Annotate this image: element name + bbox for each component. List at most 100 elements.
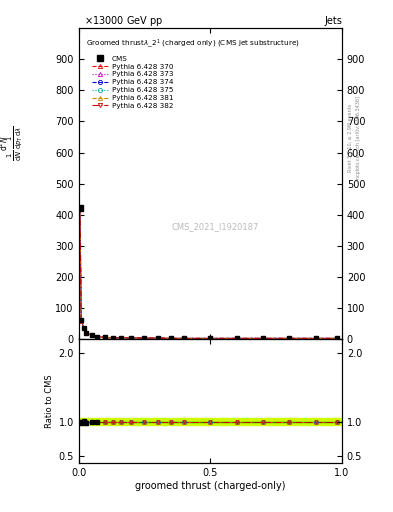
- Pythia 6.428 374: [313, 335, 318, 342]
- Pythia 6.428 381: [313, 335, 318, 342]
- Pythia 6.428 382: [84, 330, 89, 336]
- Pythia 6.428 370: [208, 335, 213, 342]
- Pythia 6.428 382: [155, 335, 160, 341]
- Pythia 6.428 381: [103, 334, 107, 340]
- Line: Pythia 6.428 381: Pythia 6.428 381: [78, 206, 339, 340]
- Pythia 6.428 373: [90, 332, 94, 338]
- Text: mcplots.cern.ch [arXiv:1306.3436]: mcplots.cern.ch [arXiv:1306.3436]: [356, 96, 361, 181]
- Pythia 6.428 381: [334, 335, 339, 342]
- Pythia 6.428 370: [182, 335, 186, 342]
- Line: Pythia 6.428 370: Pythia 6.428 370: [78, 207, 339, 340]
- Pythia 6.428 370: [313, 335, 318, 342]
- Pythia 6.428 375: [79, 317, 84, 324]
- Pythia 6.428 374: [77, 206, 82, 212]
- Pythia 6.428 375: [234, 335, 239, 342]
- Pythia 6.428 382: [77, 204, 82, 210]
- Pythia 6.428 374: [110, 335, 115, 341]
- Pythia 6.428 373: [110, 335, 115, 341]
- Pythia 6.428 374: [79, 317, 84, 324]
- Pythia 6.428 373: [261, 335, 265, 342]
- Pythia 6.428 382: [129, 335, 134, 341]
- Pythia 6.428 381: [234, 335, 239, 342]
- Pythia 6.428 381: [77, 205, 82, 211]
- Pythia 6.428 374: [334, 335, 339, 342]
- Text: CMS_2021_I1920187: CMS_2021_I1920187: [172, 223, 259, 231]
- Pythia 6.428 375: [90, 332, 94, 338]
- X-axis label: groomed thrust (charged-only): groomed thrust (charged-only): [135, 481, 285, 491]
- Line: Pythia 6.428 373: Pythia 6.428 373: [78, 207, 339, 340]
- Pythia 6.428 374: [142, 335, 147, 341]
- Pythia 6.428 373: [155, 335, 160, 341]
- Pythia 6.428 381: [81, 325, 86, 331]
- Pythia 6.428 373: [208, 335, 213, 342]
- Text: Rivet 3.1.10, ≥ 2.9M events: Rivet 3.1.10, ≥ 2.9M events: [348, 104, 353, 173]
- Pythia 6.428 374: [84, 330, 89, 336]
- Pythia 6.428 382: [103, 334, 107, 340]
- Pythia 6.428 370: [168, 335, 173, 342]
- Pythia 6.428 381: [90, 332, 94, 338]
- Pythia 6.428 370: [142, 335, 147, 341]
- Pythia 6.428 373: [84, 330, 89, 336]
- Pythia 6.428 382: [142, 335, 147, 341]
- Pythia 6.428 375: [95, 333, 99, 339]
- Y-axis label: Ratio to CMS: Ratio to CMS: [45, 374, 54, 428]
- Pythia 6.428 382: [90, 332, 94, 338]
- Pythia 6.428 381: [287, 335, 292, 342]
- Pythia 6.428 375: [168, 335, 173, 342]
- Pythia 6.428 375: [208, 335, 213, 342]
- Pythia 6.428 374: [208, 335, 213, 342]
- Pythia 6.428 370: [90, 332, 94, 338]
- Pythia 6.428 381: [129, 335, 134, 341]
- Text: Jets: Jets: [324, 16, 342, 26]
- Pythia 6.428 375: [287, 335, 292, 342]
- Pythia 6.428 373: [118, 335, 123, 341]
- Pythia 6.428 374: [129, 335, 134, 341]
- Pythia 6.428 382: [168, 335, 173, 342]
- Pythia 6.428 370: [118, 335, 123, 341]
- Pythia 6.428 375: [334, 335, 339, 342]
- Pythia 6.428 382: [287, 335, 292, 342]
- Pythia 6.428 373: [142, 335, 147, 341]
- Pythia 6.428 373: [95, 333, 99, 339]
- Text: Groomed thrust$\lambda\_2^1$ (charged only) (CMS jet substructure): Groomed thrust$\lambda\_2^1$ (charged on…: [86, 37, 301, 50]
- Pythia 6.428 370: [103, 334, 107, 340]
- Pythia 6.428 381: [79, 317, 84, 324]
- Pythia 6.428 373: [182, 335, 186, 342]
- Pythia 6.428 374: [81, 325, 86, 331]
- Pythia 6.428 374: [95, 333, 99, 339]
- Pythia 6.428 375: [118, 335, 123, 341]
- Pythia 6.428 374: [155, 335, 160, 341]
- Pythia 6.428 370: [261, 335, 265, 342]
- Pythia 6.428 381: [208, 335, 213, 342]
- Pythia 6.428 373: [313, 335, 318, 342]
- Pythia 6.428 375: [129, 335, 134, 341]
- Pythia 6.428 370: [95, 333, 99, 339]
- Pythia 6.428 375: [142, 335, 147, 341]
- Pythia 6.428 381: [261, 335, 265, 342]
- Pythia 6.428 375: [110, 335, 115, 341]
- Pythia 6.428 381: [95, 333, 99, 339]
- Pythia 6.428 373: [287, 335, 292, 342]
- Pythia 6.428 381: [110, 335, 115, 341]
- Pythia 6.428 375: [182, 335, 186, 342]
- Pythia 6.428 381: [168, 335, 173, 342]
- Pythia 6.428 370: [84, 330, 89, 336]
- Pythia 6.428 370: [77, 206, 82, 212]
- Pythia 6.428 375: [81, 325, 86, 331]
- Pythia 6.428 370: [155, 335, 160, 341]
- Pythia 6.428 370: [287, 335, 292, 342]
- Legend: CMS, Pythia 6.428 370, Pythia 6.428 373, Pythia 6.428 374, Pythia 6.428 375, Pyt: CMS, Pythia 6.428 370, Pythia 6.428 373,…: [90, 54, 175, 111]
- Pythia 6.428 382: [261, 335, 265, 342]
- Pythia 6.428 375: [84, 330, 89, 336]
- Pythia 6.428 375: [261, 335, 265, 342]
- Pythia 6.428 370: [234, 335, 239, 342]
- Pythia 6.428 382: [208, 335, 213, 342]
- Pythia 6.428 374: [261, 335, 265, 342]
- Pythia 6.428 373: [168, 335, 173, 342]
- Pythia 6.428 382: [81, 325, 86, 331]
- Pythia 6.428 382: [79, 317, 84, 323]
- Pythia 6.428 374: [182, 335, 186, 342]
- Pythia 6.428 373: [77, 206, 82, 212]
- Line: Pythia 6.428 382: Pythia 6.428 382: [78, 205, 339, 340]
- Pythia 6.428 374: [168, 335, 173, 342]
